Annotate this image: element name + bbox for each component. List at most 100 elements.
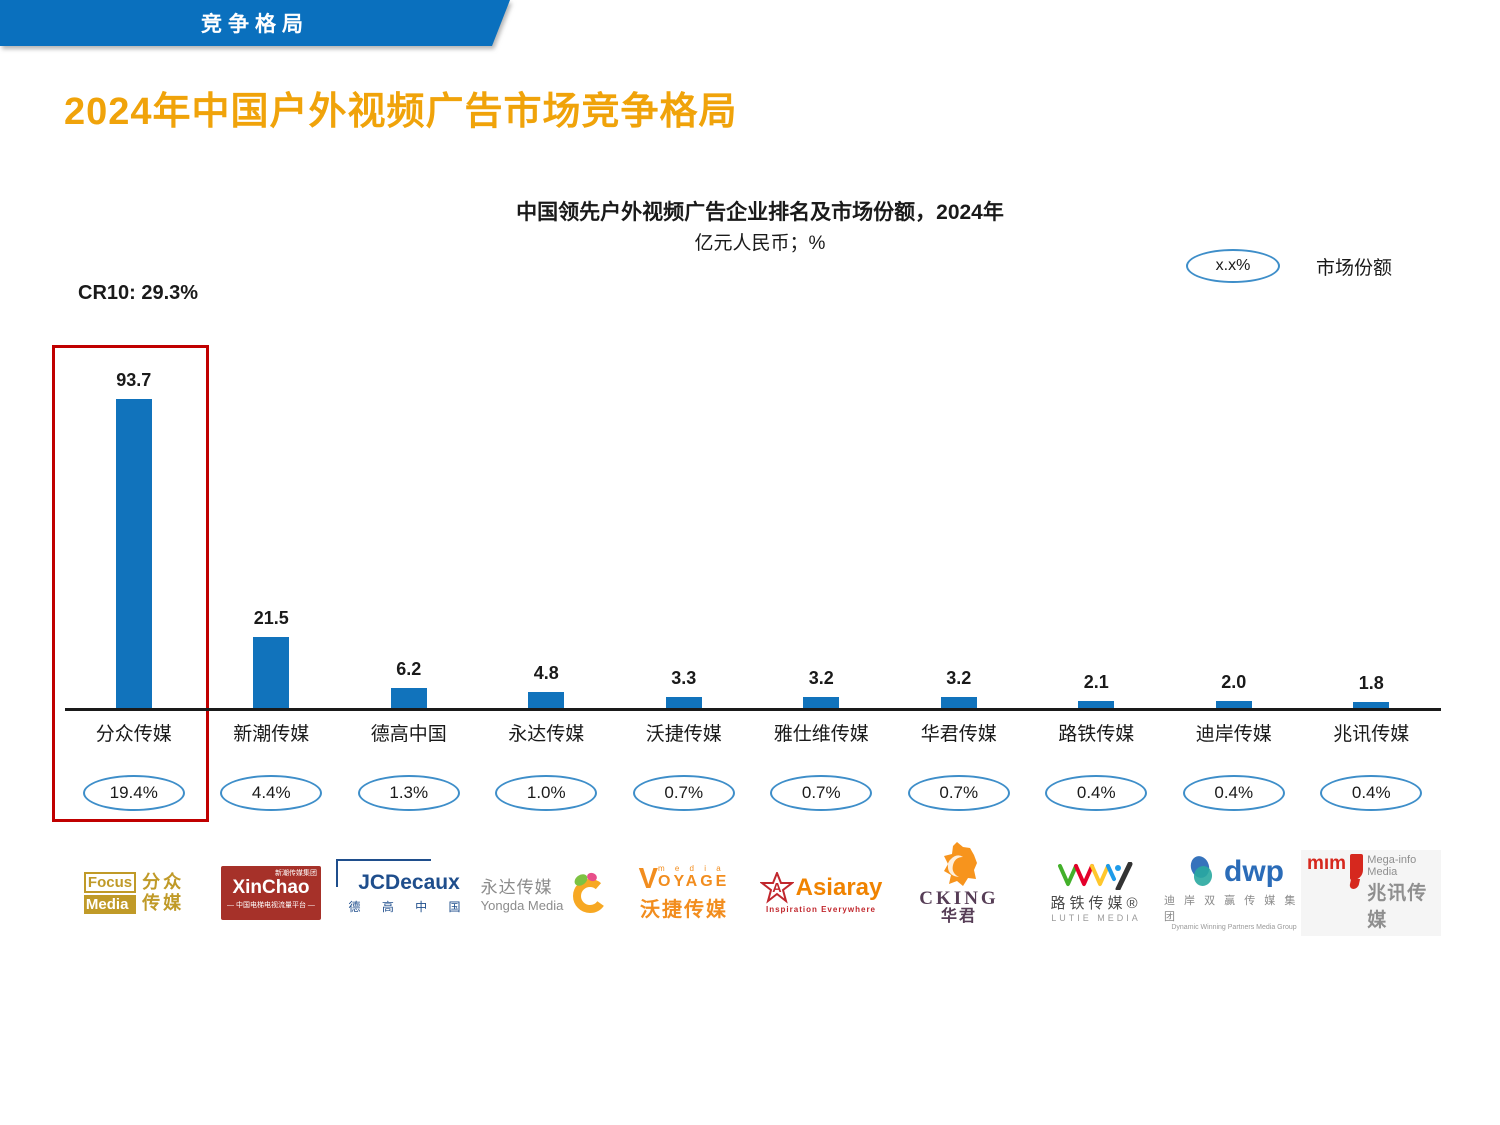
focus-media-cn: 分众 传媒 bbox=[142, 872, 184, 914]
bar-value-label: 4.8 bbox=[533, 663, 559, 683]
bar-zone: 3.2 bbox=[753, 350, 891, 708]
market-share-oval: 0.7% bbox=[907, 775, 1010, 811]
market-share-value: 1.0% bbox=[526, 783, 566, 802]
bar bbox=[1215, 701, 1252, 708]
bar-value-label: 3.3 bbox=[671, 668, 697, 688]
company-column: 3.2 雅仕维传媒 0.7% bbox=[753, 350, 891, 820]
xinchao-tagline: 新潮传媒集团 bbox=[275, 869, 317, 877]
market-share-oval: 1.0% bbox=[495, 775, 598, 811]
voyage-cn: 沃捷传媒 bbox=[639, 898, 728, 921]
company-column: 2.1 路铁传媒 0.4% bbox=[1028, 350, 1166, 820]
company-column: 2.0 迪岸传媒 0.4% bbox=[1165, 350, 1303, 820]
bar bbox=[253, 637, 290, 708]
bar-zone: 93.7 bbox=[65, 350, 203, 708]
focus-media-logo: Focus Media 分众 传媒 bbox=[83, 871, 184, 914]
bar-zone: 3.3 bbox=[615, 350, 753, 708]
legend: x.x% 市场份额 bbox=[1186, 249, 1392, 283]
mim-texts: Mega-info Media 兆讯传媒 bbox=[1367, 854, 1435, 932]
section-banner-shape: 竞争格局 bbox=[0, 0, 510, 46]
company-column: 4.8 永达传媒 1.0% bbox=[478, 350, 616, 820]
bar bbox=[940, 697, 977, 708]
mim-row: mım Mega-info Media 兆讯传媒 bbox=[1307, 853, 1435, 932]
lutie-en: LUTIE MEDIA bbox=[1051, 913, 1141, 923]
xinchao-wordmark: XinChao bbox=[232, 876, 310, 898]
dwp-circles-icon bbox=[1190, 855, 1213, 886]
leader-highlight-box bbox=[52, 345, 209, 822]
dwp-cn: 迪 岸 双 赢 传 媒 集 团 bbox=[1164, 894, 1299, 923]
voyage-word-right: m e d i a OYAGE bbox=[658, 864, 729, 891]
bar-zone: 1.8 bbox=[1303, 350, 1441, 708]
bar-zone: 2.1 bbox=[1028, 350, 1166, 708]
yongda-cn: 永达传媒 bbox=[480, 877, 553, 897]
company-name-label: 兆讯传媒 bbox=[1333, 724, 1410, 745]
company-name-label: 德高中国 bbox=[370, 724, 447, 745]
market-share-value: 1.3% bbox=[389, 783, 429, 802]
bar bbox=[1078, 701, 1115, 708]
logo-slot: 新潮传媒集团 XinChao — 中国电梯电视流量平台 — bbox=[201, 845, 341, 940]
cr10-label: CR10: 29.3% bbox=[78, 282, 199, 304]
cking-lion-icon bbox=[944, 841, 977, 886]
bar-value-label: 3.2 bbox=[946, 668, 972, 688]
bar-value-label: 93.7 bbox=[116, 370, 152, 390]
market-share-value: 0.7% bbox=[939, 783, 979, 802]
market-share-oval: 0.4% bbox=[1182, 775, 1285, 811]
legend-label: 市场份额 bbox=[1316, 257, 1393, 279]
focus-media-line1: Focus bbox=[83, 871, 137, 893]
jcdecaux-wordmark: JCDecaux bbox=[358, 870, 460, 894]
voyage-v: V bbox=[638, 862, 658, 895]
asiaray-row: A Asiaray bbox=[759, 871, 883, 904]
voyage-media-logo: V m e d i a OYAGE 沃捷传媒 bbox=[639, 864, 730, 922]
company-name-label: 路铁传媒 bbox=[1058, 724, 1135, 745]
dwp-en: Dynamic Winning Partners Media Group bbox=[1171, 923, 1297, 931]
asiaray-logo: A Asiaray Inspiration Everywhere bbox=[759, 871, 883, 914]
cking-wordmark: CKING bbox=[919, 887, 999, 909]
bar-zone: 6.2 bbox=[340, 350, 478, 708]
market-share-oval: 19.4% bbox=[82, 775, 185, 811]
bar-value-label: 21.5 bbox=[253, 608, 289, 628]
legend-sample-text: x.x% bbox=[1215, 257, 1251, 274]
market-share-oval: 0.4% bbox=[1320, 775, 1423, 811]
company-column: 21.5 新潮传媒 4.4% bbox=[203, 350, 341, 820]
logo-slot: mım Mega-info Media 兆讯传媒 bbox=[1301, 845, 1441, 940]
company-column: 6.2 德高中国 1.3% bbox=[340, 350, 478, 820]
company-name-label: 沃捷传媒 bbox=[645, 724, 722, 745]
mim-hook-icon bbox=[1350, 853, 1364, 880]
dwp-row: dwp bbox=[1184, 855, 1284, 889]
logo-slot: CKING 华君 bbox=[889, 835, 1029, 930]
logo-slot: V m e d i a OYAGE 沃捷传媒 bbox=[614, 845, 754, 940]
logo-slot: JCDecaux 德 高 中 国 bbox=[336, 845, 479, 940]
voyage-wordmark: V m e d i a OYAGE bbox=[638, 862, 730, 895]
yongda-text: 永达传媒 Yongda Media bbox=[481, 873, 564, 913]
company-column: 93.7 分众传媒 19.4% bbox=[65, 350, 203, 820]
logo-slot: Focus Media 分众 传媒 bbox=[64, 845, 204, 940]
legend-share-oval: x.x% bbox=[1186, 249, 1280, 283]
asiaray-star-icon: A bbox=[759, 871, 794, 904]
logo-slot: 永达传媒 Yongda Media bbox=[476, 845, 616, 940]
lutie-cn: 路铁传媒® bbox=[1050, 895, 1142, 912]
market-share-oval: 0.7% bbox=[770, 775, 873, 811]
asiaray-wordmark: Asiaray bbox=[795, 873, 883, 901]
bar-value-label: 3.2 bbox=[808, 668, 834, 688]
logo-slot: dwp 迪 岸 双 赢 传 媒 集 团 Dynamic Winning Part… bbox=[1164, 845, 1304, 940]
market-share-value: 0.4% bbox=[1214, 783, 1254, 802]
yongda-en: Yongda Media bbox=[480, 897, 564, 913]
company-column: 3.2 华君传媒 0.7% bbox=[890, 350, 1028, 820]
lutie-media-logo: 路铁传媒® LUTIE MEDIA bbox=[1050, 862, 1141, 923]
bar-value-label: 1.8 bbox=[1358, 673, 1384, 693]
mim-cn: 兆讯传媒 bbox=[1367, 882, 1428, 931]
voyage-oyage-text: OYAGE bbox=[658, 872, 730, 890]
cking-logo: CKING 华君 bbox=[919, 841, 998, 925]
bar bbox=[1353, 702, 1390, 708]
bar-zone: 21.5 bbox=[203, 350, 341, 708]
bar bbox=[528, 692, 565, 708]
bar-chart: 93.7 分众传媒 19.4% 21.5 新潮传媒 4.4% 6.2 德高中国 bbox=[65, 350, 1441, 820]
yongda-emblem-icon bbox=[573, 872, 608, 913]
lutie-mark-icon bbox=[1058, 862, 1133, 890]
market-share-oval: 1.3% bbox=[357, 775, 460, 811]
jcdecaux-logo: JCDecaux 德 高 中 国 bbox=[336, 858, 469, 915]
market-share-oval: 4.4% bbox=[220, 775, 323, 811]
logo-slot: A Asiaray Inspiration Everywhere bbox=[751, 845, 891, 940]
market-share-value: 0.7% bbox=[664, 783, 704, 802]
bar-zone: 3.2 bbox=[890, 350, 1028, 708]
